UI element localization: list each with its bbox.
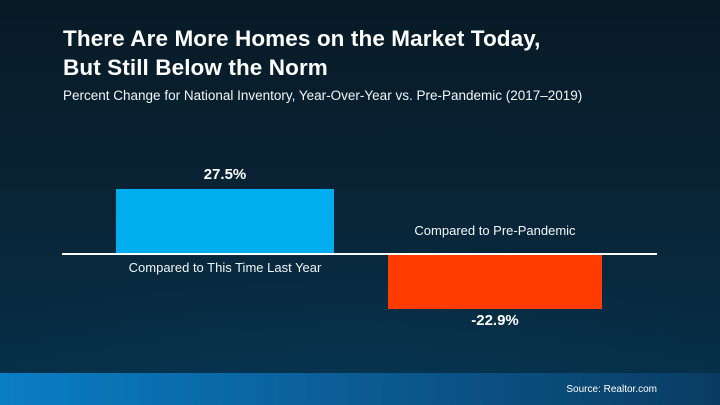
bar-last-year	[116, 188, 334, 254]
footer-bar: Source: Realtor.com	[0, 373, 720, 405]
baseline-axis	[62, 253, 657, 255]
value-label-negative: -22.9%	[471, 311, 519, 329]
source-attribution: Source: Realtor.com	[566, 383, 657, 395]
bar-pre-pandemic	[388, 255, 602, 309]
chart-title: There Are More Homes on the Market Today…	[63, 26, 541, 80]
chart-subtitle: Percent Change for National Inventory, Y…	[63, 88, 583, 103]
category-label-last-year: Compared to This Time Last Year	[128, 259, 322, 275]
category-label-pre-pandemic: Compared to Pre-Pandemic	[414, 222, 576, 238]
value-label-positive: 27.5%	[203, 165, 247, 183]
